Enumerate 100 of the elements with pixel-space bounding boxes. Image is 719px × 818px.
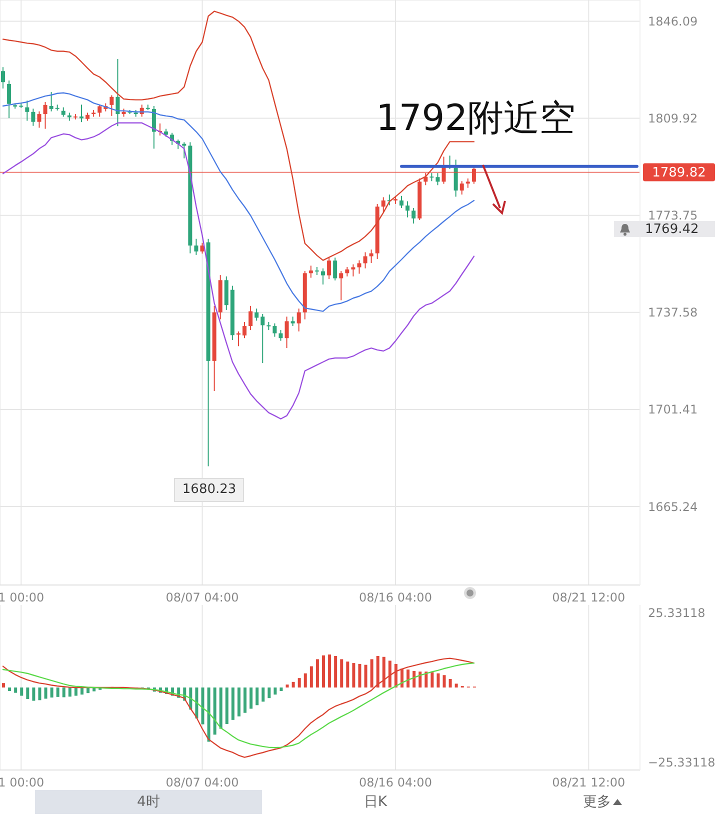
candlestick bbox=[460, 180, 464, 196]
y-tick-label: −25.33118 bbox=[648, 755, 716, 770]
bar bbox=[442, 675, 446, 688]
x-tick-label: 08/21 12:00 bbox=[552, 776, 626, 790]
bar bbox=[26, 688, 30, 699]
bar bbox=[74, 688, 78, 696]
candlestick bbox=[454, 159, 458, 198]
bar bbox=[250, 688, 253, 709]
y-tick-label: 1773.75 bbox=[648, 208, 698, 223]
bar bbox=[454, 684, 458, 688]
y-tick-label: 25.33118 bbox=[648, 606, 706, 620]
candlestick bbox=[98, 104, 102, 118]
x-tick-label: 08/07 04:00 bbox=[166, 776, 239, 790]
bar bbox=[268, 688, 271, 698]
bar bbox=[430, 672, 434, 688]
bar bbox=[358, 664, 362, 688]
candlestick bbox=[25, 100, 30, 122]
bar bbox=[44, 688, 48, 699]
text: 日K bbox=[364, 793, 388, 812]
y-tick-label: 1737.58 bbox=[648, 306, 698, 320]
candlestick bbox=[254, 308, 259, 322]
candlestick bbox=[260, 313, 265, 364]
bar bbox=[418, 672, 422, 688]
bar bbox=[8, 688, 12, 692]
text: 更多 bbox=[583, 793, 611, 812]
candlestick bbox=[296, 308, 301, 332]
y-tick-label: 1665.24 bbox=[648, 500, 698, 514]
candlestick bbox=[242, 322, 247, 339]
bar bbox=[50, 688, 54, 698]
candlestick bbox=[49, 92, 54, 112]
bar bbox=[219, 688, 222, 729]
bar bbox=[207, 688, 210, 742]
bar bbox=[364, 664, 368, 688]
candlestick bbox=[321, 268, 325, 285]
candlestick bbox=[79, 104, 84, 123]
candlestick bbox=[369, 249, 374, 264]
ref-line-label: 1789.82 bbox=[652, 166, 706, 181]
candlestick bbox=[284, 316, 289, 349]
candlestick bbox=[412, 207, 416, 224]
bar bbox=[406, 670, 410, 688]
alert-tag: 1769.42 bbox=[614, 221, 715, 237]
candlestick bbox=[61, 106, 66, 118]
bar bbox=[68, 688, 72, 697]
bar bbox=[346, 662, 350, 688]
candlestick bbox=[194, 238, 198, 256]
candlestick bbox=[37, 110, 42, 128]
candlestick bbox=[290, 316, 295, 327]
bar bbox=[286, 684, 289, 688]
candlestick bbox=[436, 172, 440, 186]
candlestick bbox=[248, 305, 253, 331]
bar bbox=[231, 688, 234, 720]
candlestick bbox=[200, 242, 204, 254]
bar bbox=[201, 688, 204, 724]
bar bbox=[38, 688, 42, 700]
text: 4时 bbox=[137, 793, 160, 812]
bar bbox=[244, 688, 247, 713]
bar bbox=[424, 672, 428, 688]
candlestick bbox=[308, 265, 313, 278]
bar bbox=[256, 688, 259, 706]
bar bbox=[436, 673, 440, 688]
bar bbox=[334, 656, 338, 688]
bar bbox=[316, 659, 319, 688]
candlestick bbox=[399, 195, 404, 208]
x-tick-label: 08/16 04:00 bbox=[358, 590, 432, 605]
candlestick bbox=[363, 252, 368, 269]
bar bbox=[448, 678, 452, 688]
bar bbox=[213, 688, 216, 735]
bar bbox=[280, 688, 283, 692]
candlestick bbox=[116, 58, 120, 127]
candlestick bbox=[406, 200, 410, 218]
candlestick bbox=[381, 196, 386, 212]
candlestick bbox=[152, 106, 156, 150]
bar bbox=[412, 671, 416, 688]
bar bbox=[328, 654, 332, 688]
y-tick-label: 1846.09 bbox=[648, 14, 698, 28]
bar bbox=[195, 688, 198, 718]
bar bbox=[292, 682, 295, 688]
x-tick-label: 08/21 12:00 bbox=[552, 590, 626, 605]
candlestick bbox=[110, 94, 114, 116]
bar bbox=[62, 688, 66, 698]
candlestick bbox=[333, 257, 338, 281]
candlestick bbox=[43, 101, 48, 130]
x-tick-label: 08/16 04:00 bbox=[358, 776, 432, 790]
candlestick bbox=[466, 178, 470, 188]
candlestick bbox=[278, 330, 283, 342]
bar bbox=[352, 663, 356, 688]
bar bbox=[310, 666, 313, 688]
bar bbox=[262, 688, 265, 702]
bar bbox=[56, 688, 60, 697]
candlestick bbox=[1, 66, 5, 90]
candlestick bbox=[339, 270, 344, 301]
candlestick bbox=[357, 260, 362, 274]
candlestick bbox=[7, 80, 12, 119]
x-tick-label: 08/07 04:00 bbox=[166, 590, 239, 605]
bar bbox=[2, 683, 5, 688]
bar bbox=[237, 688, 240, 716]
bar bbox=[304, 673, 307, 688]
y-tick-label: 1809.92 bbox=[648, 112, 698, 126]
bar bbox=[298, 678, 301, 688]
candlestick bbox=[31, 108, 36, 126]
